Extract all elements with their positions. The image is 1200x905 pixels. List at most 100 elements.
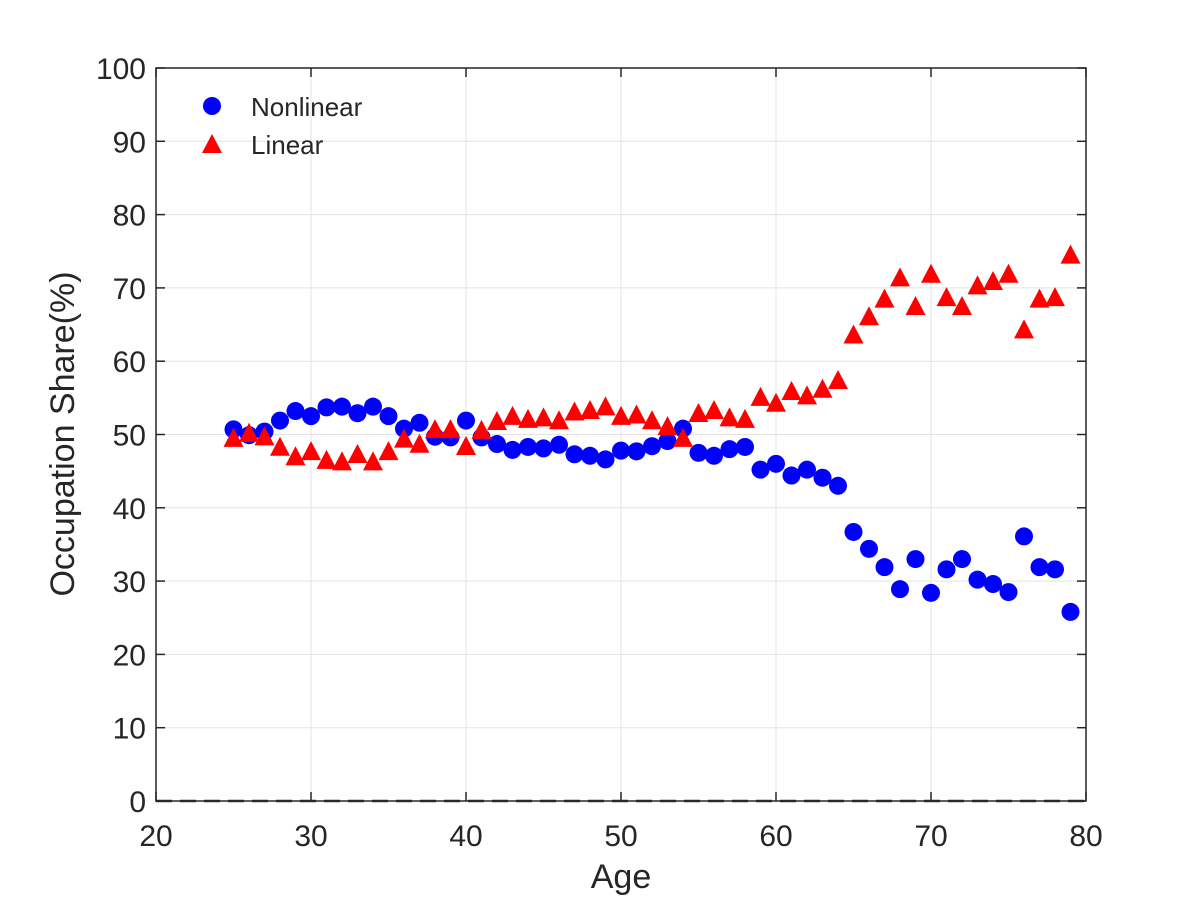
nonlinear-point <box>410 413 429 432</box>
y-tick-label: 10 <box>113 713 146 746</box>
y-tick-label: 80 <box>113 200 146 233</box>
linear-point <box>673 427 693 447</box>
linear-point <box>936 287 957 307</box>
nonlinear-point <box>1030 558 1049 577</box>
linear-point <box>797 385 817 405</box>
linear-point <box>301 441 321 461</box>
nonlinear-point <box>813 468 832 487</box>
linear-point <box>487 411 507 431</box>
linear-point <box>719 407 740 427</box>
nonlinear-point <box>286 402 305 421</box>
linear-point <box>502 405 523 425</box>
linear-point <box>998 263 1019 283</box>
nonlinear-point <box>689 443 708 462</box>
linear-point <box>394 428 414 448</box>
legend-marker-nonlinear <box>203 97 221 115</box>
nonlinear-point <box>705 446 723 465</box>
nonlinear-point <box>736 437 754 456</box>
series-linear <box>223 244 1081 471</box>
nonlinear-point <box>627 442 646 461</box>
nonlinear-point <box>999 583 1018 602</box>
linear-point <box>657 416 678 436</box>
y-tick-label: 30 <box>113 566 146 599</box>
nonlinear-point <box>860 539 878 558</box>
x-tick-label: 20 <box>139 820 172 853</box>
legend: Nonlinear Linear <box>202 92 363 160</box>
y-tick-label: 100 <box>96 53 146 86</box>
nonlinear-point <box>302 407 320 426</box>
linear-point <box>688 402 709 422</box>
legend-label-nonlinear: Nonlinear <box>251 92 363 122</box>
linear-point <box>1029 288 1050 308</box>
x-tick-label: 60 <box>759 820 792 853</box>
linear-point <box>642 410 662 430</box>
x-axis-ticks: 20 30 40 50 60 70 80 <box>139 68 1103 853</box>
nonlinear-point <box>333 397 351 416</box>
series-nonlinear <box>224 397 1080 621</box>
linear-point <box>440 419 461 439</box>
nonlinear-point <box>720 440 739 459</box>
nonlinear-point <box>581 446 599 465</box>
linear-point <box>409 433 430 453</box>
nonlinear-point <box>643 437 661 456</box>
nonlinear-point <box>503 440 522 459</box>
linear-point <box>921 263 941 283</box>
nonlinear-point <box>844 522 863 541</box>
nonlinear-point <box>550 435 568 454</box>
nonlinear-point <box>658 432 677 451</box>
linear-point <box>828 369 848 389</box>
x-tick-label: 40 <box>449 820 482 853</box>
linear-point <box>285 446 306 466</box>
y-tick-label: 0 <box>129 786 146 819</box>
linear-point <box>378 441 399 461</box>
linear-point <box>952 295 972 315</box>
linear-point <box>471 419 492 439</box>
legend-marker-linear <box>202 134 222 153</box>
nonlinear-point <box>457 411 475 430</box>
linear-point <box>223 427 244 447</box>
linear-point <box>1060 244 1081 264</box>
linear-point <box>533 407 554 427</box>
nonlinear-point <box>922 583 940 602</box>
linear-point <box>905 295 926 315</box>
linear-point <box>549 410 569 430</box>
x-axis-label: Age <box>591 858 652 896</box>
nonlinear-point <box>891 580 909 599</box>
y-tick-label: 70 <box>113 273 146 306</box>
linear-point <box>363 451 383 471</box>
linear-point <box>626 404 647 424</box>
y-tick-label: 40 <box>113 493 146 526</box>
linear-point <box>1014 319 1034 339</box>
linear-point <box>332 451 352 471</box>
linear-point <box>580 400 600 420</box>
linear-point <box>425 419 445 439</box>
linear-point <box>254 426 275 446</box>
nonlinear-point <box>798 460 816 479</box>
nonlinear-point <box>317 398 336 417</box>
linear-point <box>859 306 879 326</box>
y-axis-label: Occupation Share(%) <box>44 271 82 596</box>
nonlinear-point <box>767 454 785 473</box>
linear-point <box>347 444 368 464</box>
linear-point <box>983 271 1003 291</box>
x-tick-label: 50 <box>604 820 637 853</box>
linear-point <box>518 408 538 428</box>
linear-point <box>781 380 802 400</box>
y-tick-label: 20 <box>113 639 146 672</box>
linear-point <box>766 392 786 412</box>
nonlinear-point <box>751 460 770 479</box>
x-tick-label: 30 <box>294 820 327 853</box>
x-tick-label: 80 <box>1069 820 1102 853</box>
nonlinear-point <box>271 411 289 430</box>
linear-point <box>704 400 724 420</box>
nonlinear-point <box>953 550 971 569</box>
nonlinear-point <box>829 476 847 495</box>
linear-point <box>843 324 864 344</box>
nonlinear-point <box>875 558 894 577</box>
linear-point <box>316 449 337 469</box>
linear-point <box>239 422 259 442</box>
linear-point <box>564 401 585 421</box>
linear-point <box>270 436 290 456</box>
y-tick-label: 50 <box>113 420 146 453</box>
